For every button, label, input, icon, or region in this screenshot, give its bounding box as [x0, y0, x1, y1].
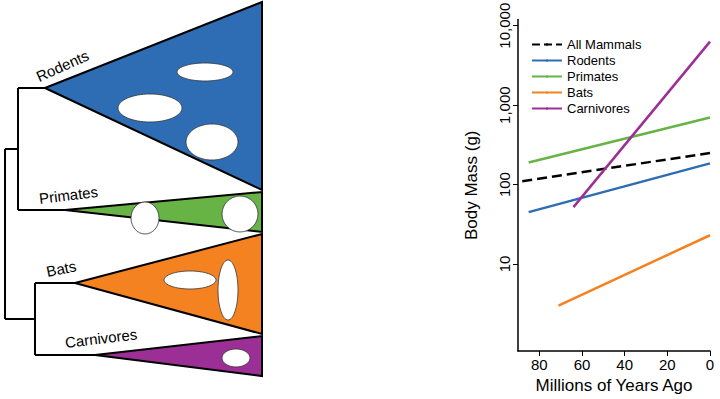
svg-text:10: 10: [496, 256, 513, 273]
svg-text:Carnivores: Carnivores: [64, 325, 138, 351]
svg-text:Rodents: Rodents: [33, 47, 91, 85]
svg-text:All Mammals: All Mammals: [567, 37, 642, 52]
svg-text:100: 100: [496, 172, 513, 197]
svg-text:40: 40: [616, 356, 633, 373]
svg-text:Carnivores: Carnivores: [567, 101, 630, 116]
svg-text:1,000: 1,000: [496, 86, 513, 124]
svg-text:Millions of Years Ago: Millions of Years Ago: [536, 376, 693, 395]
svg-text:0: 0: [706, 356, 714, 373]
svg-text:60: 60: [574, 356, 591, 373]
svg-text:Primates: Primates: [567, 69, 619, 84]
svg-text:80: 80: [531, 356, 548, 373]
svg-text:10,000: 10,000: [496, 3, 513, 49]
svg-text:Bats: Bats: [567, 85, 594, 100]
svg-text:Primates: Primates: [38, 183, 99, 207]
svg-text:Bats: Bats: [45, 257, 78, 280]
svg-text:Body Mass (g): Body Mass (g): [462, 130, 481, 240]
svg-text:20: 20: [659, 356, 676, 373]
svg-text:Rodents: Rodents: [567, 53, 616, 68]
